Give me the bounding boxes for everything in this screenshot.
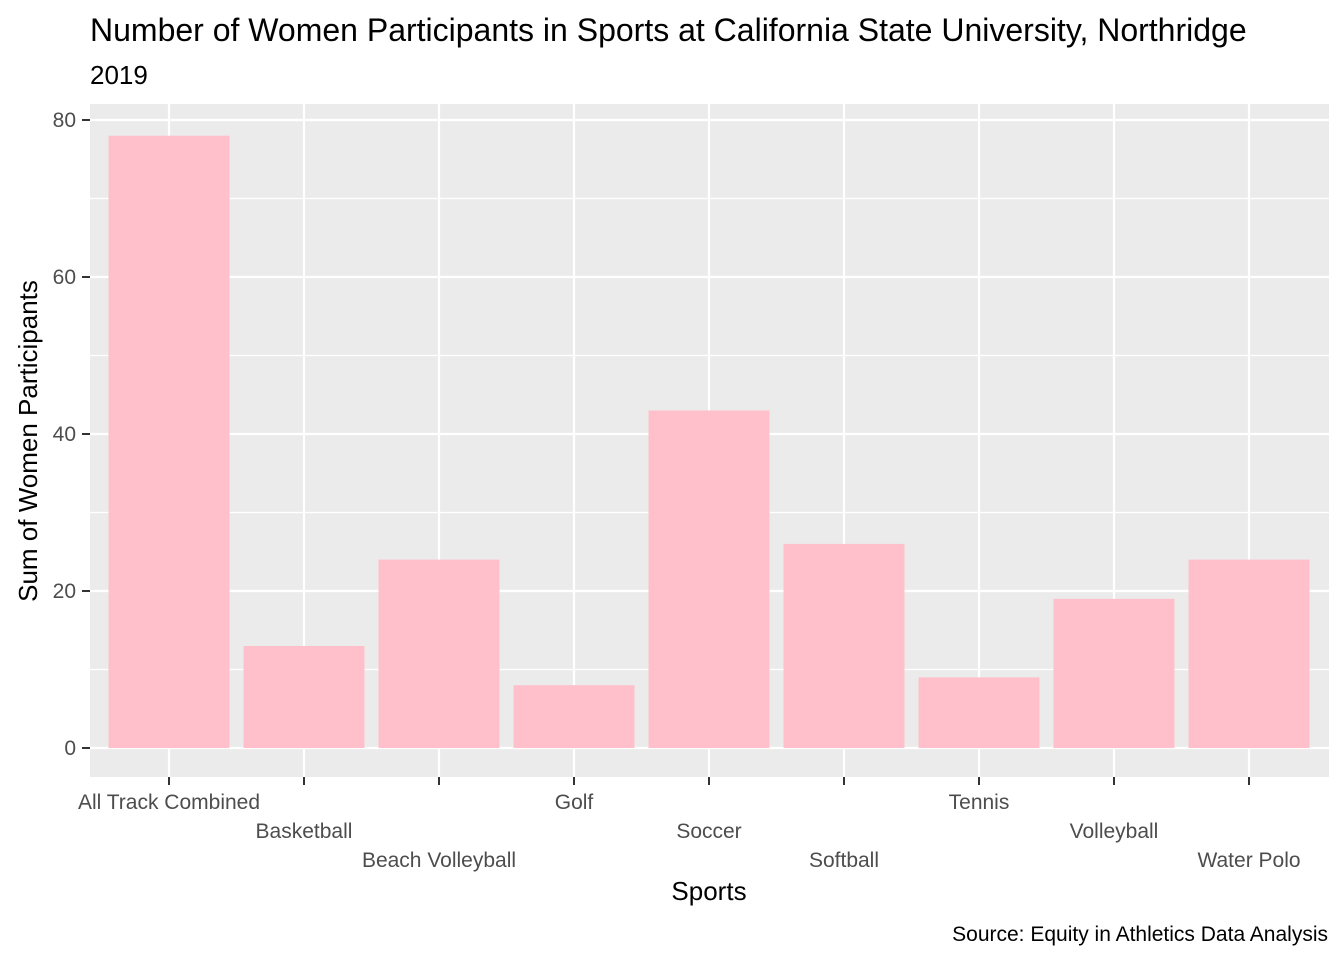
y-tick-label: 80	[53, 109, 76, 132]
bar-water-polo	[1188, 559, 1310, 748]
x-tick-label: Golf	[555, 791, 594, 814]
x-tick-label: Volleyball	[1070, 820, 1159, 843]
x-axis: All Track Combined Basketball Beach Volley…	[78, 777, 1301, 872]
x-tick-label: Soccer	[676, 820, 741, 843]
bar-golf	[513, 685, 635, 748]
y-axis-title: Sum of Women Participants	[13, 280, 43, 602]
bar-all-track-combined	[108, 135, 230, 748]
bar-basketball	[243, 645, 365, 748]
bars	[108, 135, 1310, 748]
bar-beach-volleyball	[378, 559, 500, 748]
chart-subtitle: 2019	[90, 60, 148, 90]
x-tick-label: Basketball	[256, 820, 353, 843]
x-tick-label: Water Polo	[1197, 849, 1300, 872]
x-tick-label: All Track Combined	[78, 791, 260, 814]
x-tick-label: Softball	[809, 849, 879, 872]
x-tick-label: Tennis	[949, 791, 1010, 814]
y-tick-label: 40	[53, 423, 76, 446]
bar-volleyball	[1053, 598, 1175, 748]
chart-caption: Source: Equity in Athletics Data Analysi…	[952, 923, 1328, 946]
chart-title: Number of Women Participants in Sports a…	[90, 12, 1247, 48]
bar-soccer	[648, 410, 770, 748]
bar-softball	[783, 543, 905, 748]
x-axis-title: Sports	[671, 876, 746, 906]
x-tick-label: Beach Volleyball	[362, 849, 516, 872]
y-axis: 0 20 40 60 80	[53, 109, 90, 760]
y-tick-label: 20	[53, 580, 76, 603]
bar-tennis	[918, 677, 1040, 748]
y-tick-label: 60	[53, 266, 76, 289]
y-tick-label: 0	[64, 737, 76, 760]
